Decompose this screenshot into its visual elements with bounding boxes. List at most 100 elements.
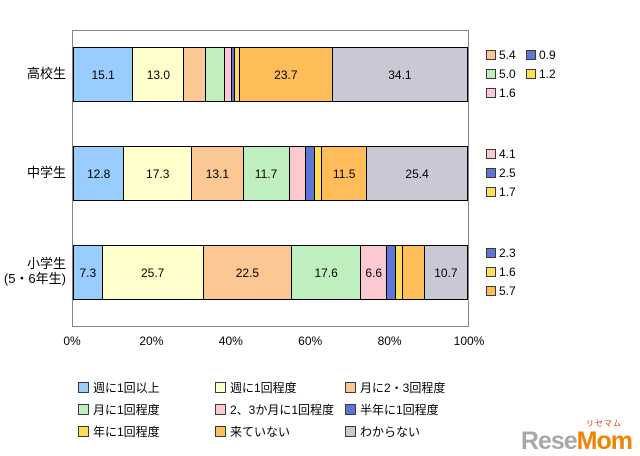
- segment-value-label: 25.4: [405, 166, 429, 181]
- series-color-key: [486, 247, 496, 258]
- resemom-logo-orange: Mom: [576, 427, 633, 455]
- y-axis-category-label: 高校生: [26, 66, 66, 81]
- legend-item: わからない: [345, 424, 421, 439]
- segment-value-label: 22.5: [235, 265, 260, 280]
- stacked-bar-row-1: 12.8 17.3 13.1 11.7 11.5 25.4: [73, 146, 468, 201]
- legend-label: 来ていない: [230, 424, 291, 439]
- outside-value-label: 1.6: [486, 84, 516, 101]
- outside-value-label: 5.7: [486, 282, 516, 299]
- legend-color-key: [78, 381, 89, 393]
- outside-value-text: 1.6: [499, 264, 516, 279]
- series-color-key: [486, 68, 496, 79]
- legend-color-key: [345, 381, 356, 393]
- legend-color-key: [215, 381, 226, 393]
- segment-value-label: 25.7: [141, 265, 165, 280]
- segment-value-label: 15.1: [91, 67, 115, 82]
- segment-value-label: 7.3: [79, 265, 97, 280]
- y-axis-category-label: 中学生: [26, 165, 66, 180]
- segment-value-label: 13.1: [205, 166, 230, 181]
- segment-value-label: 17.6: [314, 265, 338, 280]
- x-axis-tick-label: 100%: [453, 334, 485, 348]
- bar-segment: 6.6: [361, 246, 388, 299]
- bar-segment: [402, 246, 425, 299]
- segment-value-label: 23.7: [274, 67, 298, 82]
- legend-color-key: [215, 403, 226, 415]
- outside-value-label: 1.2: [526, 65, 556, 82]
- outside-value-label: 0.9: [526, 46, 556, 63]
- legend-item: 月に2・3回程度: [345, 380, 445, 395]
- legend-item: 年に1回程度: [78, 424, 160, 439]
- segment-value-label: 11.7: [254, 166, 278, 181]
- legend-item: 2、3か月に1回程度: [215, 402, 335, 417]
- outside-value-label: 5.0: [486, 65, 516, 82]
- outside-value-label: 2.5: [486, 164, 516, 181]
- x-axis-tick-label: 20%: [139, 334, 164, 348]
- bar-segment: 13.1: [192, 147, 244, 200]
- outside-value-text: 1.6: [499, 85, 516, 100]
- outside-value-text: 1.2: [539, 66, 556, 81]
- outside-value-label: 2.3: [486, 244, 516, 261]
- outside-value-label: 4.1: [486, 145, 516, 162]
- outside-value-text: 4.1: [499, 146, 516, 161]
- series-color-key: [526, 68, 536, 79]
- bar-segment: [289, 147, 306, 200]
- legend-color-key: [345, 403, 356, 415]
- bar-segment: 10.7: [424, 246, 467, 299]
- bar-segment: 15.1: [74, 48, 134, 101]
- legend-label: 半年に1回程度: [360, 402, 439, 417]
- bar-segment: 13.0: [133, 48, 185, 101]
- bar-segment: [231, 48, 236, 101]
- resemom-logo-gray: Rese: [520, 427, 578, 455]
- bar-segment: 34.1: [332, 48, 467, 101]
- bar-segment: 17.6: [292, 246, 362, 299]
- bar-segment: 25.4: [367, 147, 467, 200]
- legend-label: わからない: [360, 424, 421, 439]
- segment-value-label: 13.0: [146, 67, 171, 82]
- x-axis-tick-label: 0%: [63, 334, 81, 348]
- series-color-key: [526, 49, 536, 60]
- segment-value-label: 6.6: [365, 265, 383, 280]
- stacked-bar-row-0: 15.1 13.0 23.7 34.1: [73, 47, 468, 102]
- bar-segment: [184, 48, 206, 101]
- legend-label: 2、3か月に1回程度: [230, 402, 335, 417]
- segment-value-label: 10.7: [434, 265, 458, 280]
- series-color-key: [486, 266, 496, 277]
- bar-segment: 23.7: [239, 48, 333, 101]
- legend-color-key: [78, 403, 89, 415]
- bar-segment: 12.8: [74, 147, 125, 200]
- legend: 週に1回以上 週に1回程度 月に2・3回程度月に1回程度 2、3か月に1回程度 半年に1…: [72, 378, 476, 446]
- bar-segment: [315, 147, 323, 200]
- legend-item: 週に1回程度: [215, 380, 297, 395]
- series-color-key: [486, 186, 496, 197]
- bar-segment: [225, 48, 232, 101]
- outside-value-label: 1.6: [486, 263, 516, 280]
- outside-value-text: 2.5: [499, 165, 516, 180]
- resemom-logo: リセマム ReseMom: [520, 419, 633, 455]
- legend-item: 週に1回以上: [78, 380, 160, 395]
- bar-segment: [235, 48, 240, 101]
- legend-label: 週に1回程度: [230, 380, 297, 395]
- series-color-key: [486, 285, 496, 296]
- plot-area: 15.1 13.0 23.7 34.1 12.8 17.3 13.1 11.7 11.5 25.4…: [72, 30, 469, 327]
- legend-color-key: [78, 425, 89, 437]
- outside-value-label: 5.4: [486, 46, 516, 63]
- y-axis-category-label: 小学生 (5・6年生): [3, 256, 66, 286]
- bar-segment: 25.7: [102, 246, 204, 299]
- bar-segment: [387, 246, 397, 299]
- legend-item: 半年に1回程度: [345, 402, 439, 417]
- outside-value-text: 1.7: [499, 184, 516, 199]
- series-color-key: [486, 87, 496, 98]
- legend-label: 月に1回程度: [93, 402, 160, 417]
- resemom-logo-ruby: リセマム: [586, 419, 622, 428]
- bar-segment: 22.5: [203, 246, 293, 299]
- segment-value-label: 34.1: [388, 67, 412, 82]
- outside-value-text: 0.9: [539, 47, 556, 62]
- bar-segment: [205, 48, 226, 101]
- legend-color-key: [345, 425, 356, 437]
- outside-value-text: 5.4: [499, 47, 516, 62]
- series-color-key: [486, 148, 496, 159]
- x-axis-tick-label: 60%: [298, 334, 323, 348]
- legend-item: 来ていない: [215, 424, 291, 439]
- outside-value-label: 1.7: [486, 183, 516, 200]
